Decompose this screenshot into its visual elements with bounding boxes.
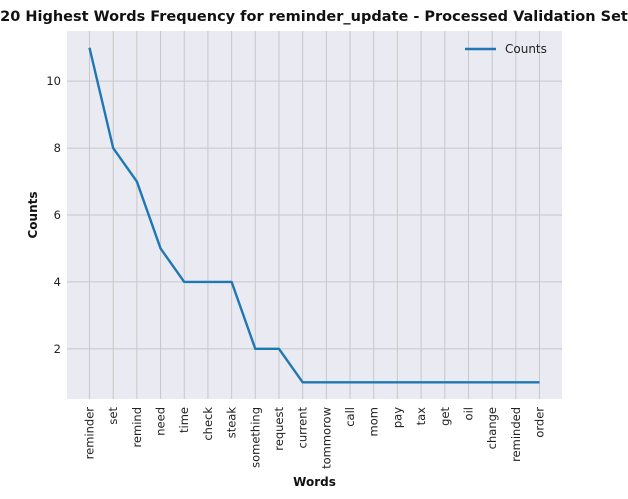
x-tick-label: reminder — [83, 407, 97, 460]
series-line-counts — [88, 47, 540, 384]
x-tick-label: check — [201, 407, 215, 441]
x-tick-label: reminded — [509, 407, 523, 462]
y-tick-label: 8 — [54, 141, 61, 155]
x-tick-label: oil — [461, 407, 475, 420]
legend: Counts — [465, 42, 547, 56]
y-tick-label: 2 — [54, 342, 61, 356]
y-tick-label: 6 — [54, 208, 61, 222]
series-group — [88, 47, 540, 384]
y-tick-label: 4 — [54, 275, 61, 289]
x-tick-label: current — [296, 407, 310, 449]
x-tick-label: mom — [367, 407, 381, 436]
y-gridlines — [67, 80, 562, 350]
x-tick-label: remind — [130, 407, 144, 448]
y-axis-label: Counts — [26, 191, 40, 238]
chart-title: 20 Highest Words Frequency for reminder_… — [0, 9, 628, 25]
x-tick-label: need — [154, 407, 168, 436]
x-tick-label: steak — [225, 407, 239, 439]
x-tick-label: get — [438, 407, 452, 426]
x-tick-label: order — [533, 407, 547, 438]
x-axis-label: Words — [293, 475, 336, 489]
x-tick-label: tommorow — [319, 407, 333, 469]
x-tick-label: something — [248, 407, 262, 468]
x-tick-label: change — [485, 407, 499, 449]
x-tick-label: set — [106, 407, 120, 425]
y-tick-label: 10 — [46, 74, 61, 88]
legend-label: Counts — [505, 42, 547, 56]
x-tick-label: tax — [414, 407, 428, 426]
x-tick-label: time — [177, 407, 191, 433]
x-tick-label: request — [272, 407, 286, 451]
x-tick-label: pay — [390, 407, 404, 428]
x-tick-labels: reminder set remind need time check steak somet… — [83, 407, 547, 469]
x-tick-label: call — [343, 407, 357, 427]
y-tick-labels: 2 4 6 8 10 — [46, 74, 61, 356]
